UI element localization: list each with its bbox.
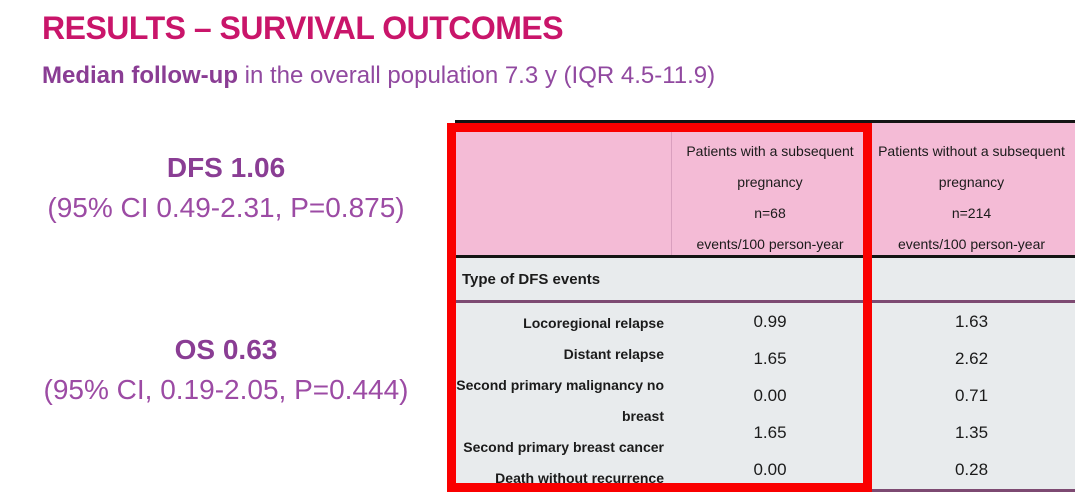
header-line: pregnancy (737, 174, 803, 190)
cell-value: 1.35 (954, 423, 989, 443)
cell-value: 0.00 (753, 385, 787, 405)
table-header-empty-cell (455, 123, 672, 255)
without-pregnancy-values-column: 1.63 2.62 0.71 1.35 0.28 (868, 303, 1075, 489)
row-label: Second primary malignancy no breast (456, 377, 664, 424)
header-line: n=214 (951, 205, 992, 221)
outcomes-table: Patients with a subsequent pregnancy n=6… (455, 120, 1075, 492)
row-label: Distant relapse (563, 346, 664, 362)
header-line: Patients with a subsequent (686, 143, 854, 159)
cell-value: 0.99 (753, 311, 787, 331)
cell-value: 1.65 (753, 423, 787, 443)
subtitle-bold: Median follow-up (42, 62, 238, 89)
table-header-with-pregnancy: Patients with a subsequent pregnancy n=6… (672, 123, 868, 255)
table-section-header: Type of DFS events (455, 258, 1075, 300)
table-body: Locoregional relapse Distant relapse Sec… (455, 303, 1075, 489)
dfs-confidence-interval: (95% CI 0.49-2.31, P=0.875) (47, 192, 405, 223)
dfs-stat-block: DFS 1.06 (95% CI 0.49-2.31, P=0.875) (0, 148, 452, 228)
cell-value: 0.00 (753, 460, 787, 480)
cell-value: 1.63 (954, 311, 989, 331)
dfs-headline: DFS 1.06 (166, 152, 286, 183)
header-line: events/100 person-year (696, 236, 844, 252)
header-line: n=68 (754, 205, 786, 221)
header-line: pregnancy (938, 174, 1005, 190)
table-header-bottom-rule (455, 255, 1075, 258)
row-labels-column: Locoregional relapse Distant relapse Sec… (455, 303, 672, 489)
table-section-rule (455, 300, 1075, 303)
table-top-rule (455, 120, 1075, 123)
row-label: Second primary breast cancer (463, 439, 664, 455)
subtitle: Median follow-up in the overall populati… (42, 62, 715, 90)
cell-value: 0.28 (954, 460, 989, 480)
os-headline: OS 0.63 (174, 334, 278, 365)
with-pregnancy-values-column: 0.99 1.65 0.00 1.65 0.00 (672, 303, 868, 489)
cell-value: 2.62 (954, 348, 989, 368)
os-stat-block: OS 0.63 (95% CI, 0.19-2.05, P=0.444) (0, 330, 452, 410)
header-line: events/100 person-year (897, 236, 1046, 252)
cell-value: 1.65 (753, 348, 787, 368)
table-header-without-pregnancy: Patients without a subsequent pregnancy … (868, 123, 1075, 255)
cell-value: 0.71 (954, 385, 989, 405)
row-label: Locoregional relapse (523, 315, 664, 331)
row-label: Death without recurrence (495, 470, 664, 486)
header-line: Patients without a subsequent (878, 143, 1065, 159)
subtitle-rest: in the overall population 7.3 y (IQR 4.5… (237, 62, 716, 89)
table-header-row: Patients with a subsequent pregnancy n=6… (455, 123, 1075, 255)
os-confidence-interval: (95% CI, 0.19-2.05, P=0.444) (43, 374, 409, 405)
page-title: RESULTS – SURVIVAL OUTCOMES (42, 10, 564, 46)
